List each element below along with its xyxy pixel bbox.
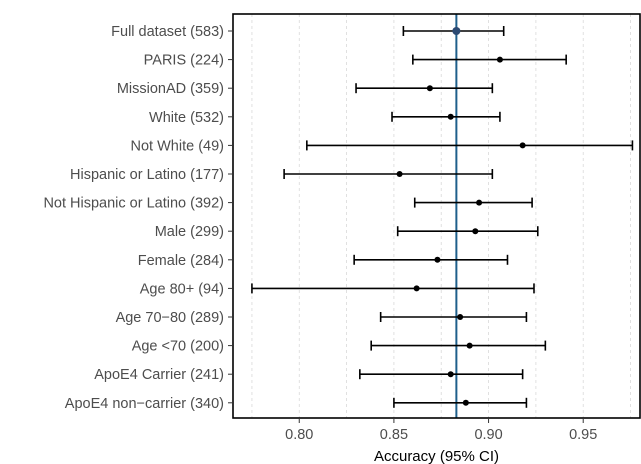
point-estimate [396,171,403,177]
ci-layer [251,26,634,408]
grid-layer [251,14,631,418]
category-label: Not Hispanic or Latino (392) [43,196,224,212]
ci-row [306,140,634,151]
x-tick-label: 0.85 [380,427,408,443]
point-estimate [426,85,433,92]
x-axis-ticks: 0.80 0.85 0.90 0.95 [285,418,597,443]
ci-row [283,169,494,179]
ci-row [353,254,509,265]
category-label: Age 70−80 (289) [116,310,224,326]
ci-row [355,83,494,94]
point-estimate [496,56,503,63]
x-tick-label: 0.80 [285,427,313,443]
point-estimate [447,113,454,120]
point-estimate [462,399,469,406]
ci-row [251,283,535,294]
ci-row [413,197,533,208]
category-label: Not White (49) [131,138,224,154]
point-estimate [434,256,441,263]
category-label: White (532) [149,110,224,126]
plot-panel-border [232,13,641,419]
category-label: MissionAD (359) [117,81,224,97]
category-label: Hispanic or Latino (177) [70,167,224,183]
category-labels: Full dataset (583) PARIS (224) MissionAD (… [43,24,233,412]
ci-row [391,111,501,122]
point-estimate [457,314,464,320]
ci-row [370,340,547,351]
x-axis-title: Accuracy (95% CI) [374,448,499,464]
point-estimate [476,199,483,206]
point-estimate [413,285,420,292]
point-estimate [472,228,479,235]
x-tick-label: 0.90 [474,427,502,443]
category-label: Male (299) [155,224,224,240]
category-label: Age <70 (200) [132,339,224,355]
point-estimate [452,27,461,35]
ci-row [393,397,528,408]
ci-row [412,54,567,65]
point-estimate [466,342,473,349]
category-label: PARIS (224) [144,53,224,69]
point-layer [396,27,526,406]
category-label: Full dataset (583) [111,24,224,40]
ci-row [359,369,524,380]
category-label: Age 80+ (94) [140,281,224,297]
category-label: ApoE4 non−carrier (340) [65,396,224,412]
x-tick-label: 0.95 [569,427,597,443]
ci-row [379,312,528,322]
point-estimate [447,371,454,378]
category-label: Female (284) [138,253,224,269]
point-estimate [519,142,526,149]
ci-row [396,226,539,237]
category-label: ApoE4 Carrier (241) [94,367,224,383]
